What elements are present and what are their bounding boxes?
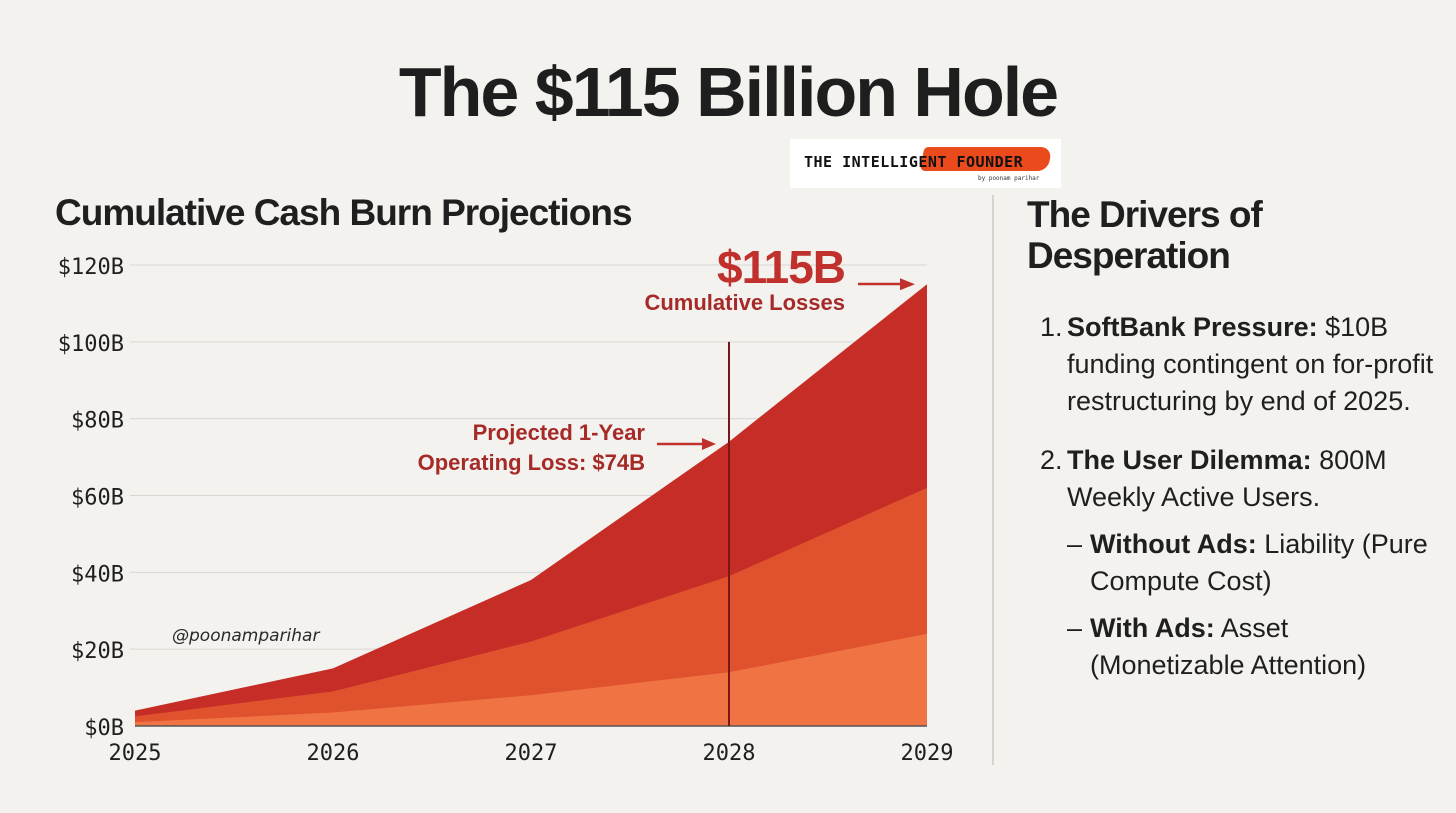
driver-label: SoftBank Pressure: xyxy=(1067,312,1318,342)
driver-label: The User Dilemma: xyxy=(1067,445,1312,475)
subitem-label: Without Ads: xyxy=(1090,529,1257,559)
driver-text: 800M Weekly Active Users. xyxy=(1067,445,1387,512)
x-tick-label: 2027 xyxy=(505,741,558,766)
x-tick-label: 2028 xyxy=(703,741,756,766)
divider xyxy=(992,195,994,765)
subitem-with-ads: – With Ads: Asset (Monetizable Attention… xyxy=(1067,610,1440,684)
x-tick-label: 2025 xyxy=(109,741,162,766)
marker-arrow-head xyxy=(702,438,716,450)
brand-byline: by poonam parihar xyxy=(978,175,1040,182)
marker-annotation-line-2: Operating Loss: $74B xyxy=(418,450,645,475)
subitem-label: With Ads: xyxy=(1090,613,1215,643)
marker-annotation-line-1: Projected 1-Year xyxy=(473,420,646,445)
y-tick-label: $120B xyxy=(58,255,124,280)
y-tick-label: $20B xyxy=(71,639,124,664)
y-tick-label: $100B xyxy=(58,332,124,357)
chart-title: Cumulative Cash Burn Projections xyxy=(55,192,633,233)
y-tick-label: $0B xyxy=(84,716,124,741)
drivers-list: 1. SoftBank Pressure: $10B funding conti… xyxy=(1040,309,1440,706)
headline-arrow-head xyxy=(900,278,915,291)
driver-item-user-dilemma: 2. The User Dilemma: 800M Weekly Active … xyxy=(1040,442,1440,684)
y-tick-label: $80B xyxy=(71,409,124,434)
subitem-without-ads: – Without Ads: Liability (Pure Compute C… xyxy=(1067,526,1440,600)
dash: – xyxy=(1067,613,1083,643)
driver-text: $10B funding contingent on for-profit re… xyxy=(1067,312,1434,416)
brand-name: THE INTELLIGENT FOUNDER xyxy=(804,153,1024,171)
brand-logo: THE INTELLIGENT FOUNDER by poonam pariha… xyxy=(790,139,1061,188)
driver-item-softbank: 1. SoftBank Pressure: $10B funding conti… xyxy=(1040,309,1440,420)
drivers-title: The Drivers of Desperation xyxy=(1027,194,1263,276)
cash-burn-chart: $0B $20B $40B $60B $80B $100B $120B 2025 2026 202… xyxy=(58,241,954,766)
driver-number: 1. xyxy=(1040,312,1063,342)
main-title: The $115 Billion Hole xyxy=(398,53,1059,131)
headline-label: Cumulative Losses xyxy=(644,290,845,315)
y-tick-label: $60B xyxy=(71,486,124,511)
dash: – xyxy=(1067,529,1083,559)
driver-number: 2. xyxy=(1040,445,1063,475)
watermark: @poonamparihar xyxy=(172,626,320,646)
x-tick-label: 2026 xyxy=(307,741,360,766)
y-tick-label: $40B xyxy=(71,562,124,587)
subitem-text: Liability (Pure Compute Cost) xyxy=(1090,529,1428,596)
x-tick-label: 2029 xyxy=(901,741,954,766)
subitem-text: Asset (Monetizable Attention) xyxy=(1090,613,1367,680)
headline-value: $115B xyxy=(717,241,845,293)
